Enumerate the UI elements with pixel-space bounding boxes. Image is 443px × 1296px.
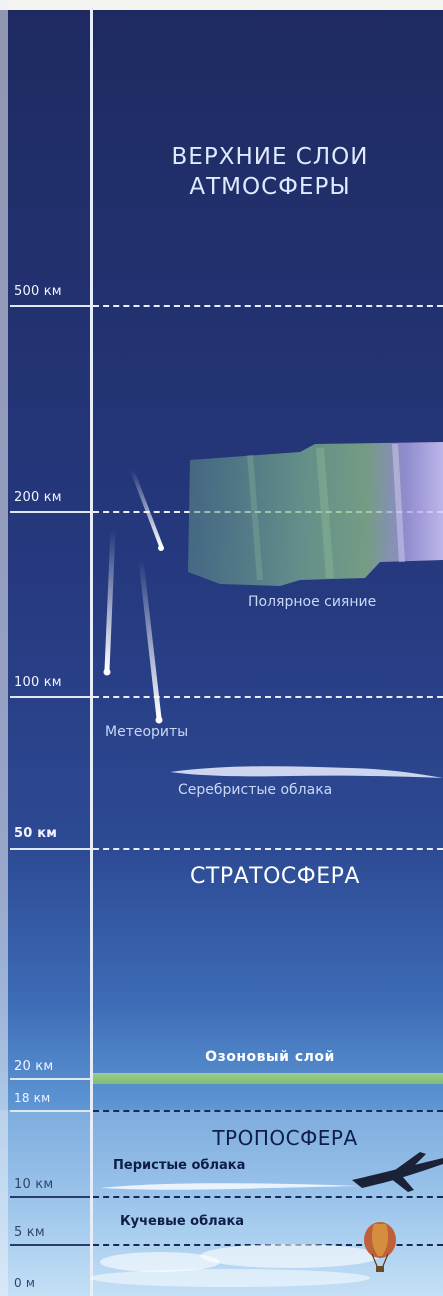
tick-5km xyxy=(10,1244,90,1246)
cumulus-cloud-icon xyxy=(90,1244,380,1287)
altitude-label-500: 500 км xyxy=(14,284,62,299)
meteors-label: Метеориты xyxy=(105,724,189,740)
tick-100km xyxy=(10,696,90,698)
altitude-label-18: 18 км xyxy=(14,1091,51,1105)
altitude-label-20: 20 км xyxy=(14,1059,54,1074)
noctilucent-clouds-label: Серебристые облака xyxy=(178,782,333,798)
troposphere-band xyxy=(0,1110,443,1296)
aurora-label: Полярное сияние xyxy=(248,594,377,610)
troposphere-title: ТРОПОСФЕРА xyxy=(212,1126,358,1150)
altitude-axis xyxy=(90,8,93,1296)
paper-margin-top xyxy=(0,0,443,10)
title-line-2: АТМОСФЕРЫ xyxy=(189,174,351,200)
tick-10km xyxy=(10,1196,90,1198)
meteor-trails-icon xyxy=(103,468,164,724)
altitude-label-200: 200 км xyxy=(14,490,62,505)
dashed-line-500km xyxy=(93,305,443,307)
ozone-layer-band xyxy=(93,1073,443,1084)
dashed-line-18km xyxy=(93,1110,443,1112)
cirrus-cloud-icon xyxy=(100,1183,360,1190)
altitude-label-100: 100 км xyxy=(14,675,62,690)
title-line-1: ВЕРХНИЕ СЛОИ xyxy=(171,144,369,170)
altitude-label-50: 50 км xyxy=(14,826,58,841)
altitude-label-5: 5 км xyxy=(14,1225,45,1240)
tick-20km xyxy=(10,1078,90,1080)
cumulus-clouds-label: Кучевые облака xyxy=(120,1214,245,1229)
airplane-icon xyxy=(352,1152,443,1192)
dashed-line-50km xyxy=(93,848,443,850)
tick-18km xyxy=(10,1110,90,1112)
paper-margin-left xyxy=(0,0,8,1296)
tick-200km xyxy=(10,511,90,513)
altitude-label-10: 10 км xyxy=(14,1177,54,1192)
dashed-line-10km xyxy=(93,1196,443,1198)
cirrus-clouds-label: Перистые облака xyxy=(113,1158,246,1173)
upper-atmosphere-title: ВЕРХНИЕ СЛОИ АТМОСФЕРЫ xyxy=(120,142,420,202)
aurora-illustration xyxy=(188,442,443,586)
noctilucent-cloud-icon xyxy=(170,766,443,778)
tick-500km xyxy=(10,305,90,307)
ozone-layer-label: Озоновый слой xyxy=(205,1049,335,1065)
altitude-label-0: 0 м xyxy=(14,1276,36,1290)
hot-air-balloon-icon xyxy=(364,1222,396,1272)
tick-50km xyxy=(10,848,90,850)
stratosphere-title: СТРАТОСФЕРА xyxy=(190,864,360,889)
dashed-line-100km xyxy=(93,696,443,698)
